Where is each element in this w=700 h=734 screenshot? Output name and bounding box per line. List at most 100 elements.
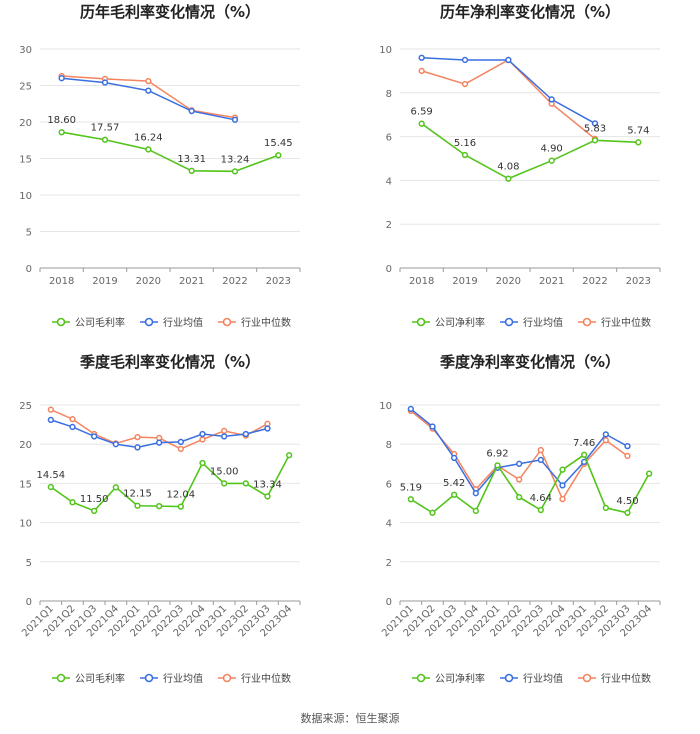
data-point-company <box>407 496 414 503</box>
x-tick-label: 2019 <box>92 276 117 287</box>
y-tick-label: 6 <box>386 479 392 490</box>
legend-label-median: 行业中位数 <box>241 672 291 685</box>
data-label: 5.42 <box>443 478 465 489</box>
data-point-company <box>242 480 249 487</box>
data-point-avg <box>264 425 271 432</box>
legend-label-company: 公司毛利率 <box>75 316 125 329</box>
legend-marker-avg <box>504 317 514 327</box>
y-tick-label: 0 <box>386 264 392 275</box>
chart-title: 季度净利率变化情况（%） <box>440 353 620 371</box>
data-point-median <box>134 433 141 441</box>
x-tick-label: 2023 <box>266 276 291 287</box>
data-point-company <box>461 151 469 159</box>
data-point-company <box>537 506 544 514</box>
data-label: 4.90 <box>541 144 563 155</box>
data-point-company <box>516 493 523 501</box>
legend-marker-median <box>222 317 232 327</box>
annual-gross-margin-chart: 历年毛利率变化情况（%） 0 5 10 15 20 25 30 2018 2019 2020 2021… <box>19 3 301 329</box>
y-tick-label: 5 <box>26 558 32 569</box>
data-point-company <box>177 503 184 510</box>
y-tick-label: 4 <box>386 176 392 187</box>
data-label: 4.64 <box>530 493 552 504</box>
x-tick-label: 2020 <box>136 276 161 287</box>
legend-marker-company <box>416 317 426 327</box>
data-point-company <box>231 168 239 175</box>
data-point-avg <box>602 431 609 438</box>
data-point-company <box>264 493 271 500</box>
data-label: 15.45 <box>264 138 293 149</box>
series-line-company <box>50 454 290 512</box>
data-point-company <box>494 462 501 469</box>
legend-marker-avg <box>144 673 154 683</box>
data-label: 6.92 <box>486 448 508 459</box>
x-tick-label: 2018 <box>409 276 434 287</box>
data-point-company <box>188 167 195 174</box>
legend-label-median: 行业中位数 <box>601 672 651 685</box>
data-point-avg <box>231 116 239 123</box>
legend-marker-company <box>416 673 426 683</box>
x-tick-label: 2018 <box>49 276 74 287</box>
data-label: 18.60 <box>47 115 76 126</box>
data-label: 12.04 <box>167 490 196 501</box>
series-line-company <box>421 123 639 180</box>
data-point-avg <box>548 96 555 103</box>
data-point-company <box>91 507 98 514</box>
legend-label-median: 行业中位数 <box>241 316 291 329</box>
data-point-company <box>451 491 458 498</box>
data-point-avg <box>505 56 512 64</box>
series-line-avg <box>421 57 596 125</box>
data-point-company <box>418 120 425 127</box>
legend-label-median: 行业中位数 <box>601 316 651 329</box>
legend-label-avg: 行业均值 <box>163 672 203 685</box>
data-label: 4.50 <box>616 496 638 507</box>
legend-label-avg: 行业均值 <box>523 316 563 329</box>
data-point-avg <box>177 438 184 445</box>
data-point-avg <box>242 430 249 438</box>
data-point-company <box>472 507 479 514</box>
data-point-avg <box>451 454 458 462</box>
data-label: 17.57 <box>91 123 120 134</box>
data-label: 6.59 <box>411 107 433 118</box>
legend-marker-median <box>582 317 592 327</box>
x-tick-label: 2019 <box>452 276 477 287</box>
data-point-avg <box>407 405 414 413</box>
y-tick-label: 8 <box>386 440 392 451</box>
y-tick-label: 10 <box>379 45 392 56</box>
legend-label-avg: 行业均值 <box>163 316 203 329</box>
data-point-company <box>548 157 555 164</box>
y-tick-label: 2 <box>386 558 392 569</box>
data-point-company <box>221 480 228 487</box>
data-point-company <box>275 152 282 159</box>
data-point-median <box>559 495 566 503</box>
data-point-median <box>199 436 206 443</box>
data-point-avg <box>559 482 566 489</box>
legend-marker-avg <box>144 317 154 327</box>
series-line-company <box>61 131 279 173</box>
legend-marker-avg <box>504 673 514 683</box>
data-label: 14.54 <box>37 470 66 481</box>
y-tick-label: 20 <box>19 118 32 129</box>
data-point-avg <box>516 460 523 467</box>
data-point-avg <box>134 444 141 451</box>
legend-label-company: 公司毛利率 <box>75 672 125 685</box>
data-point-avg <box>429 423 436 430</box>
x-tick-label: 2021 <box>539 276 564 287</box>
y-tick-label: 25 <box>19 401 32 412</box>
data-point-avg <box>472 490 479 497</box>
data-point-company <box>505 175 512 182</box>
data-point-avg <box>156 439 163 446</box>
x-tick-label: 2021 <box>179 276 204 287</box>
y-tick-label: 4 <box>386 519 392 530</box>
data-label: 15.00 <box>210 466 239 477</box>
chart-title: 历年毛利率变化情况（%） <box>80 3 260 21</box>
data-label: 11.50 <box>80 494 109 505</box>
legend-label-company: 公司净利率 <box>435 672 485 685</box>
data-point-avg <box>101 79 109 86</box>
x-tick-label: 2023 <box>626 276 651 287</box>
y-tick-label: 15 <box>19 479 32 490</box>
y-tick-label: 0 <box>26 264 32 275</box>
chart-title: 季度毛利率变化情况（%） <box>80 353 260 371</box>
legend-label-avg: 行业均值 <box>523 672 563 685</box>
x-tick-label: 2022 <box>582 276 607 287</box>
